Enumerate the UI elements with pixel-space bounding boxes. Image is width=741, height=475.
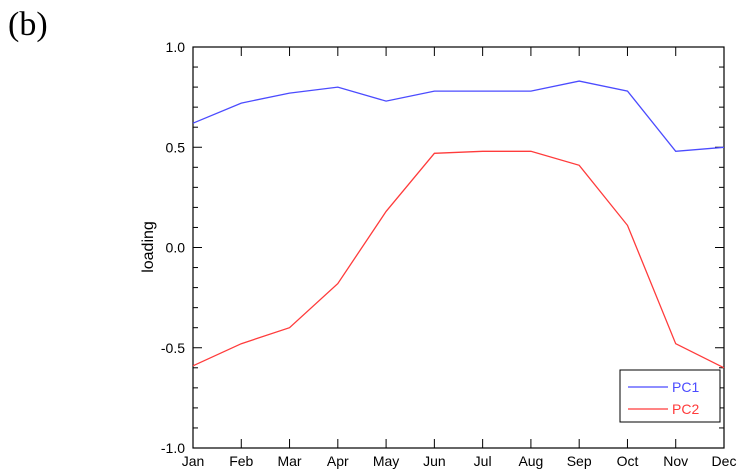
y-tick-label: 1.0 xyxy=(166,39,186,55)
legend-box xyxy=(619,369,721,423)
x-tick-label: Jul xyxy=(474,453,492,469)
legend-label-pc1: PC1 xyxy=(672,379,699,395)
series-line-pc1 xyxy=(192,80,725,152)
y-tick-label: 0.0 xyxy=(166,240,186,256)
x-tick-label: May xyxy=(373,453,399,469)
panel-label: (b) xyxy=(8,6,48,43)
x-tick-labels: Jan Feb Mar Apr May Jun Jul Aug Sep Oct Nov Dec xyxy=(182,453,737,469)
x-tick-label: Jun xyxy=(423,453,446,469)
x-tick-label: Aug xyxy=(518,453,543,469)
x-tick-label: Oct xyxy=(617,453,639,469)
x-tick-label: Nov xyxy=(663,453,688,469)
y-tick-label: -0.5 xyxy=(161,340,185,356)
series-lines xyxy=(192,80,725,369)
legend-label-pc2: PC2 xyxy=(672,401,699,417)
series-line-pc2 xyxy=(192,150,725,369)
x-tick-label: Feb xyxy=(229,453,253,469)
y-tick-label: 0.5 xyxy=(166,139,186,155)
x-tick-label: Jan xyxy=(182,453,205,469)
x-tick-label: Apr xyxy=(327,453,349,469)
x-tick-label: Sep xyxy=(567,453,592,469)
y-tick-labels: 1.0 0.5 0.0 -0.5 -1.0 xyxy=(161,39,185,456)
axis-ticks xyxy=(192,46,725,449)
y-tick-label: -1.0 xyxy=(161,440,185,456)
y-axis-label: loading xyxy=(140,221,157,273)
x-tick-label: Dec xyxy=(712,453,737,469)
x-tick-label: Mar xyxy=(277,453,301,469)
